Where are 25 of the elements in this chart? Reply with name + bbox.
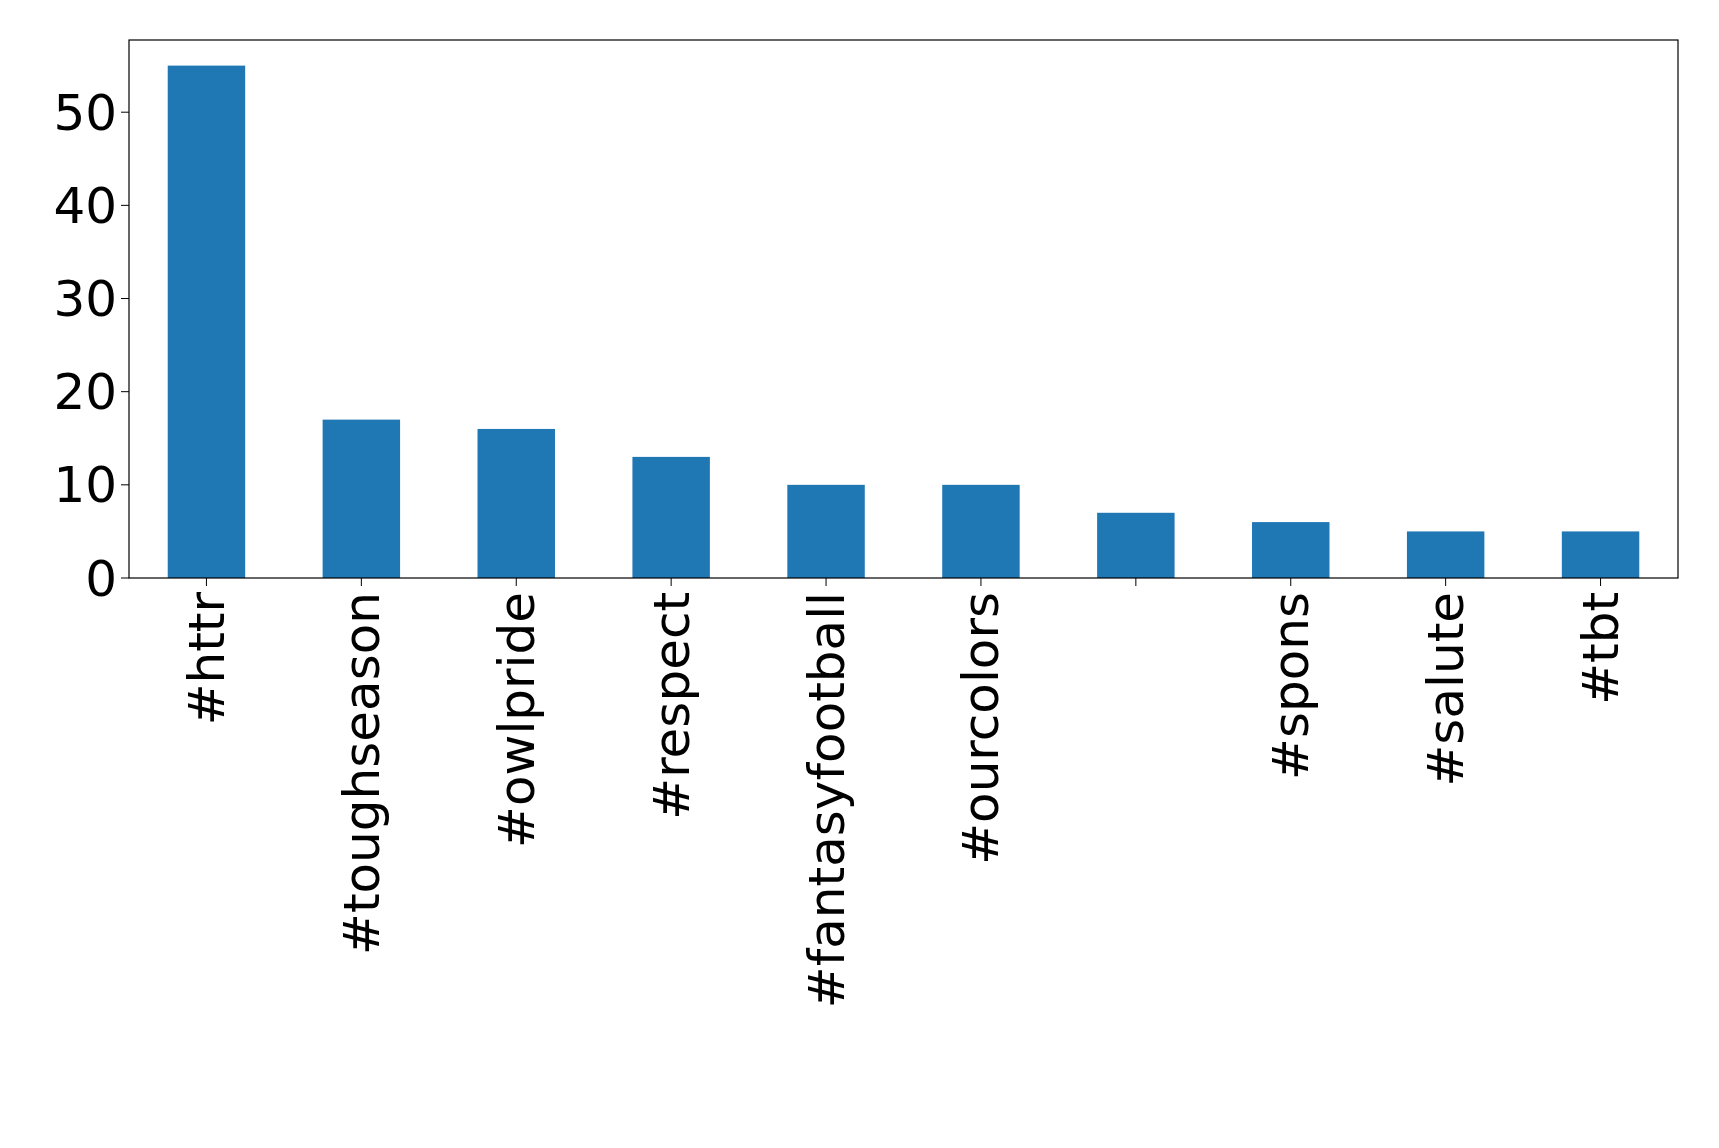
- bar: [167, 65, 246, 578]
- bar: [1097, 512, 1175, 578]
- x-tick-label: #respect: [642, 592, 701, 820]
- x-tick-label: #spons: [1262, 592, 1321, 781]
- bar: [1561, 531, 1640, 578]
- bar: [942, 484, 1020, 578]
- y-tick-label: 40: [53, 176, 117, 235]
- bar: [1252, 522, 1330, 578]
- x-tick-label: #owlpride: [487, 592, 546, 848]
- x-tick-label: #httr: [177, 591, 236, 726]
- y-tick-label: 50: [53, 83, 117, 142]
- bar: [322, 419, 401, 578]
- y-tick-label: 20: [53, 363, 117, 422]
- x-tick-label: #fantasyfootball: [797, 592, 856, 1009]
- x-tick-label: #salute: [1417, 592, 1476, 787]
- x-tick-label: #toughseason: [332, 592, 391, 955]
- bar: [787, 484, 865, 578]
- y-tick-label: 30: [53, 270, 117, 329]
- bar: [477, 428, 555, 578]
- x-tick-label: #ourcolors: [952, 592, 1011, 865]
- bar: [1406, 531, 1485, 578]
- x-tick-label: #tbt: [1572, 592, 1631, 705]
- bar: [632, 456, 710, 578]
- y-tick-label: 10: [53, 456, 117, 515]
- y-tick-label: 0: [85, 549, 117, 608]
